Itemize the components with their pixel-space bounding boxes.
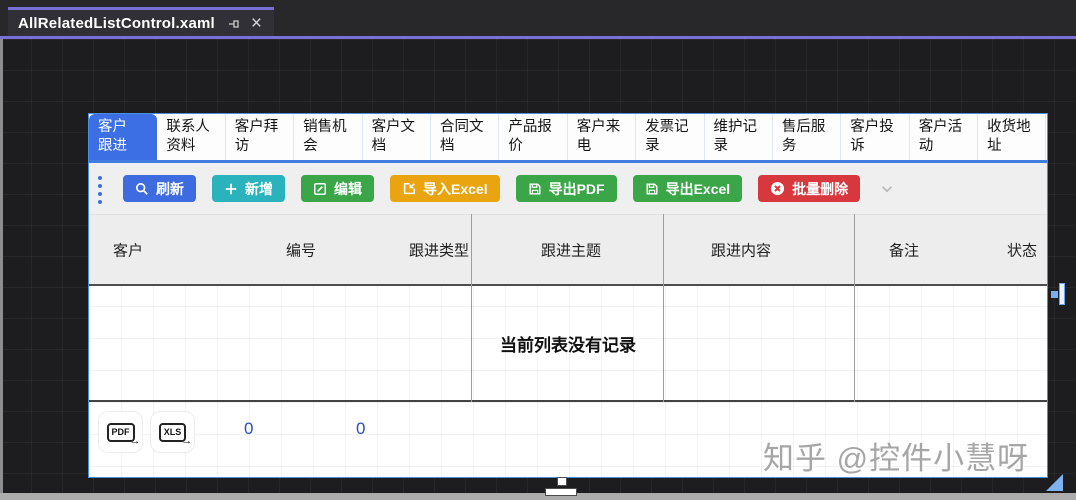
footer-export-xls-button[interactable]: XLS → [150,411,195,453]
toolbar: 刷新 新增 编辑 导入Excel 导出PDF [89,163,1047,214]
save-icon [528,182,542,196]
export-pdf-icon: PDF → [106,422,141,446]
tab-invoice-records[interactable]: 发票记 录 [636,114,705,160]
document-tab-title: AllRelatedListControl.xaml [18,15,215,32]
export-excel-button[interactable]: 导出Excel [632,175,743,202]
surface-left-margin [0,39,3,493]
editor-title-strip: AllRelatedListControl.xaml × [0,0,1076,39]
export-pdf-button[interactable]: 导出PDF [515,175,617,202]
column-divider [854,214,855,402]
button-label: 导出Excel [665,180,731,197]
tab-customer-followup[interactable]: 客户 跟进 [89,114,158,160]
related-tab-bar: 客户 跟进 联系人 资料 客户拜 访 销售机 会 客户文 档 合同文 档 产品报… [89,114,1047,163]
import-excel-button[interactable]: 导入Excel [390,175,500,202]
table-header: 客户 编号 跟进类型 跟进主题 跟进内容 备注 状态 [89,214,1047,284]
related-list-panel: 客户 跟进 联系人 资料 客户拜 访 销售机 会 客户文 档 合同文 档 产品报… [88,113,1048,478]
edit-button[interactable]: 编辑 [301,175,374,202]
column-divider [663,214,664,402]
resize-handle-bottom-square[interactable] [557,477,567,486]
save-icon [645,182,659,196]
tab-customer-complaints[interactable]: 客户投 诉 [841,114,910,160]
tab-contract-docs[interactable]: 合同文 档 [431,114,500,160]
batch-delete-button[interactable]: 批量删除 [758,175,861,202]
arrow-right-icon: → [129,434,141,447]
tab-contact-info[interactable]: 联系人 资料 [157,114,226,160]
col-header-followup-type[interactable]: 跟进类型 [409,242,470,259]
surface-bottom-scrollbar[interactable] [0,493,1076,500]
arrow-right-icon: → [181,434,193,447]
col-header-followup-content[interactable]: 跟进内容 [711,242,772,259]
import-icon [402,182,416,196]
col-header-customer[interactable]: 客户 [113,242,144,259]
tab-shipping-address[interactable]: 收货地 址 [978,114,1047,160]
toolbar-overflow-chevron-down-icon[interactable] [880,182,894,196]
tab-customer-calls[interactable]: 客户来 电 [568,114,637,160]
edit-icon [313,182,327,196]
close-icon[interactable]: × [250,13,263,34]
resize-handle-corner-triangle[interactable] [1046,474,1063,491]
col-header-number[interactable]: 编号 [286,242,317,259]
tab-sales-opportunity[interactable]: 销售机 会 [294,114,363,160]
tab-customer-activities[interactable]: 客户活 动 [910,114,979,160]
delete-icon [770,181,785,196]
document-tab[interactable]: AllRelatedListControl.xaml × [8,7,274,37]
button-label: 刷新 [156,180,184,197]
refresh-button[interactable]: 刷新 [123,175,196,202]
button-label: 新增 [245,180,273,197]
col-header-followup-topic[interactable]: 跟进主题 [541,242,602,259]
record-count: 0 [244,419,254,438]
button-label: 导出PDF [548,180,605,197]
tab-after-sales-service[interactable]: 售后服 务 [773,114,842,160]
toolbar-drag-handle-icon[interactable] [98,176,102,204]
add-button[interactable]: 新增 [212,175,285,202]
pin-icon[interactable] [227,17,241,31]
search-icon [135,182,149,196]
empty-list-message: 当前列表没有记录 [500,335,636,355]
tab-product-quote[interactable]: 产品报 价 [499,114,568,160]
resize-handle-bottom-bar[interactable] [545,488,577,496]
column-divider [471,214,472,402]
document-tab-underline [0,36,1076,39]
button-label: 导入Excel [423,180,488,197]
tab-customer-visit[interactable]: 客户拜 访 [226,114,295,160]
plus-icon [224,182,238,196]
tab-customer-docs[interactable]: 客户文 档 [363,114,431,160]
button-label: 编辑 [334,180,362,197]
button-label: 批量删除 [792,180,849,197]
col-header-status[interactable]: 状态 [1007,242,1038,259]
resize-handle-right-square[interactable] [1051,291,1058,298]
pdf-icon-label: PDF [111,426,130,437]
xls-icon-label: XLS [163,426,182,437]
resize-handle-right-bar[interactable] [1059,283,1065,305]
page-count: 0 [356,419,366,438]
tab-maintenance-records[interactable]: 维护记 录 [705,114,773,160]
table-empty-state: 当前列表没有记录 [89,284,1047,402]
pager-footer: PDF → XLS → 0 0 [89,404,1047,477]
footer-export-pdf-button[interactable]: PDF → [98,411,143,453]
export-xls-icon: XLS → [158,422,192,446]
col-header-remark[interactable]: 备注 [889,242,920,259]
